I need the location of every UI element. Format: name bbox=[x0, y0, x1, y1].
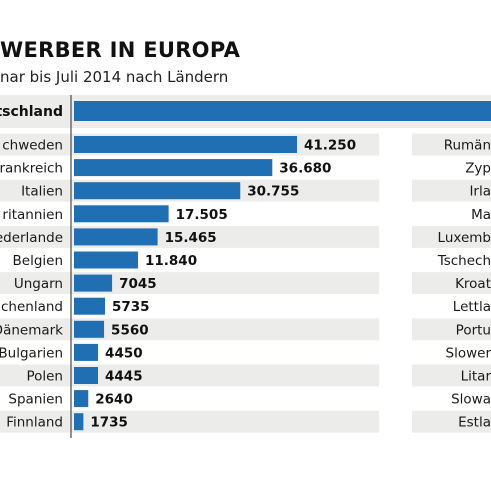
value-label: 15.465 bbox=[165, 230, 217, 246]
bar bbox=[74, 136, 297, 153]
bar bbox=[74, 228, 158, 246]
category-label: rankreich bbox=[0, 161, 63, 177]
top-row-label: tschland bbox=[0, 104, 63, 120]
bar bbox=[74, 274, 113, 292]
value-label: 17.505 bbox=[176, 207, 228, 223]
right-category-label: Litar bbox=[461, 369, 491, 385]
right-category-label: Rumän bbox=[444, 138, 491, 154]
top-row-bar bbox=[74, 101, 491, 121]
value-label: 4445 bbox=[105, 369, 143, 385]
category-label: Italien bbox=[21, 184, 63, 200]
value-label: 1735 bbox=[90, 415, 128, 431]
row-band bbox=[0, 410, 379, 433]
value-label: 7045 bbox=[119, 276, 157, 292]
category-label: Bulgarien bbox=[0, 345, 63, 361]
right-category-label: Estla bbox=[458, 415, 491, 431]
right-row-band bbox=[412, 318, 491, 341]
right-category-label: Zyp bbox=[465, 161, 491, 177]
right-category-label: Slower bbox=[446, 345, 491, 361]
right-category-label: Lettla bbox=[453, 299, 491, 315]
bar bbox=[74, 297, 106, 315]
value-label: 30.755 bbox=[247, 184, 299, 200]
right-category-label: Luxemb bbox=[438, 230, 491, 246]
right-row-band bbox=[412, 179, 491, 202]
value-label: 5560 bbox=[111, 322, 149, 338]
right-category-label: Slowa bbox=[451, 392, 491, 408]
value-label: 2640 bbox=[95, 392, 133, 408]
category-label: chenland bbox=[1, 299, 63, 315]
bar bbox=[74, 205, 169, 223]
value-label: 11.840 bbox=[145, 253, 197, 269]
chart-title: WERBER IN EUROPA bbox=[0, 38, 241, 62]
category-label: Finnland bbox=[6, 415, 63, 431]
bar bbox=[74, 390, 89, 408]
right-category-label: Tschech bbox=[437, 253, 491, 269]
category-label: Belgien bbox=[13, 253, 64, 269]
bar bbox=[74, 343, 99, 361]
category-label: ritannien bbox=[2, 207, 63, 223]
right-category-label: Ma bbox=[471, 207, 491, 223]
category-label: Ungarn bbox=[14, 276, 63, 292]
bar bbox=[74, 367, 99, 384]
value-label: 5735 bbox=[112, 299, 150, 315]
right-row-band bbox=[412, 225, 491, 248]
right-category-label: Portu bbox=[456, 322, 491, 338]
category-label: Dänemark bbox=[0, 322, 63, 338]
category-label: ederlande bbox=[0, 230, 63, 246]
category-label: Spanien bbox=[8, 392, 63, 408]
value-label: 36.680 bbox=[279, 161, 331, 177]
category-label: Polen bbox=[26, 369, 63, 385]
category-label: chweden bbox=[2, 138, 63, 154]
right-row-band bbox=[412, 364, 491, 387]
bar bbox=[74, 182, 241, 200]
right-row-band bbox=[412, 272, 491, 295]
bar bbox=[74, 251, 139, 269]
right-row-band bbox=[412, 410, 491, 433]
bar bbox=[74, 159, 273, 177]
value-label: 41.250 bbox=[304, 138, 356, 154]
chart-subtitle: nar bis Juli 2014 nach Ländern bbox=[0, 68, 229, 86]
right-category-label: Kroat bbox=[455, 276, 491, 292]
right-category-label: Irla bbox=[469, 184, 491, 200]
bar bbox=[74, 320, 105, 338]
bar bbox=[74, 413, 84, 431]
value-label: 4450 bbox=[105, 345, 143, 361]
right-row-band bbox=[412, 133, 491, 156]
